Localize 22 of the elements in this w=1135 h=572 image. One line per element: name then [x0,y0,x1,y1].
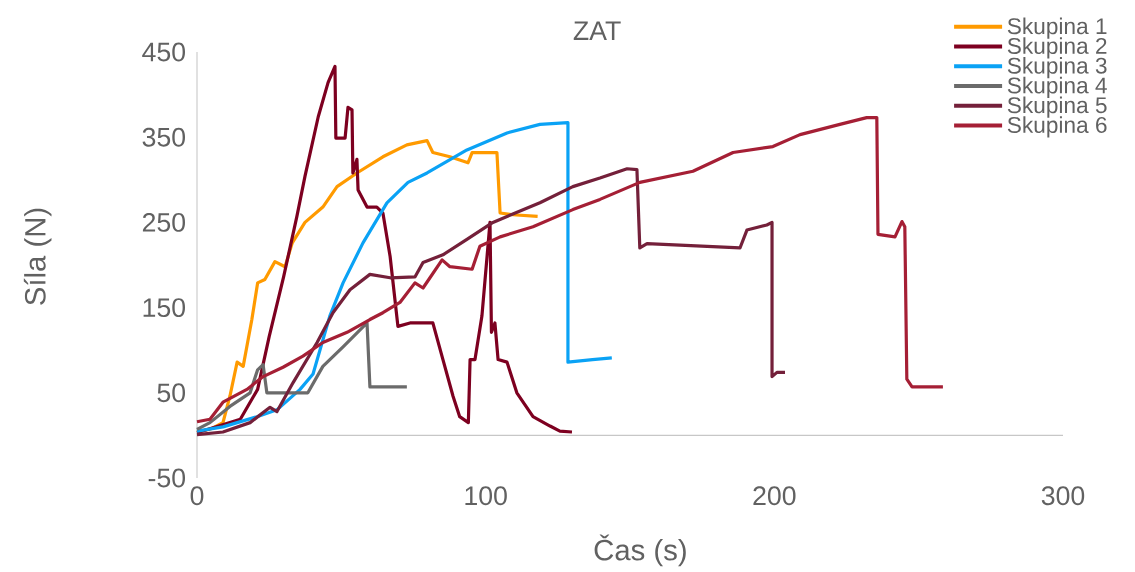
x-tick-label: 200 [753,486,796,506]
chart-title: ZAT [573,21,621,40]
y-axis-title: Síla (N) [23,208,52,305]
line-series [195,167,787,437]
y-tick-label: 250 [142,212,186,232]
legend-label: Skupina 6 [1007,116,1107,138]
y-tick-label: 150 [143,298,186,318]
x-tick-label: 0 [190,486,204,506]
legend-label: Skupina 5 [1007,96,1107,118]
y-tick-label: 450 [142,42,186,62]
line-series [195,321,409,432]
legend-label: Skupina 1 [1007,17,1107,39]
line-series [195,64,574,435]
x-tick-label: 300 [1041,486,1085,506]
line-series [195,116,945,424]
y-tick-label: 350 [142,127,186,147]
x-axis-title: Čas (s) [594,534,686,567]
x-tick-label: 100 [465,486,507,506]
line-series [195,121,614,433]
y-tick-label: 50 [157,383,186,403]
y-tick-label: -50 [148,468,186,488]
legend-label: Skupina 2 [1007,37,1107,59]
